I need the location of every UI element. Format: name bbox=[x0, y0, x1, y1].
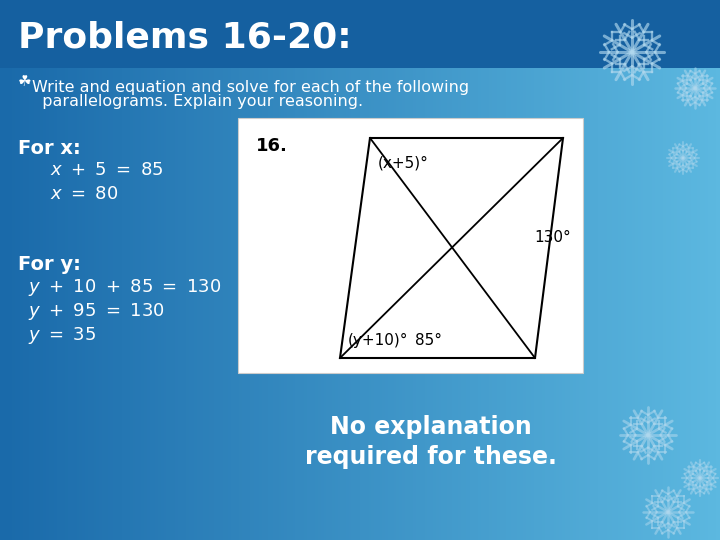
Text: For x:: For x: bbox=[18, 138, 81, 158]
Text: $\mathit{y\ =\ 35}$: $\mathit{y\ =\ 35}$ bbox=[28, 326, 96, 347]
Bar bbox=[0, 0, 720, 68]
Text: $\mathit{y\ +\ 95\ =\ 130}$: $\mathit{y\ +\ 95\ =\ 130}$ bbox=[28, 301, 165, 322]
Text: $\mathit{y\ +\ 10\ +\ 85\ =\ 130}$: $\mathit{y\ +\ 10\ +\ 85\ =\ 130}$ bbox=[28, 278, 221, 299]
Text: 85°: 85° bbox=[415, 333, 442, 348]
Text: (x+5)°: (x+5)° bbox=[378, 156, 429, 171]
Text: 16.: 16. bbox=[256, 137, 288, 155]
Text: (y+10)°: (y+10)° bbox=[348, 333, 408, 348]
Text: ☘: ☘ bbox=[18, 75, 32, 90]
Text: $\mathit{x\ +\ 5\ =\ 85}$: $\mathit{x\ +\ 5\ =\ 85}$ bbox=[50, 161, 163, 179]
Text: 130°: 130° bbox=[534, 231, 571, 246]
Text: $\mathit{x\ =\ 80}$: $\mathit{x\ =\ 80}$ bbox=[50, 185, 118, 203]
Text: For y:: For y: bbox=[18, 255, 81, 274]
Text: Problems 16-20:: Problems 16-20: bbox=[18, 21, 351, 55]
Text: No explanation
required for these.: No explanation required for these. bbox=[305, 415, 557, 469]
Text: parallelograms. Explain your reasoning.: parallelograms. Explain your reasoning. bbox=[32, 94, 363, 109]
Text: Write and equation and solve for each of the following: Write and equation and solve for each of… bbox=[32, 80, 469, 95]
FancyBboxPatch shape bbox=[238, 118, 583, 373]
Polygon shape bbox=[340, 138, 563, 358]
